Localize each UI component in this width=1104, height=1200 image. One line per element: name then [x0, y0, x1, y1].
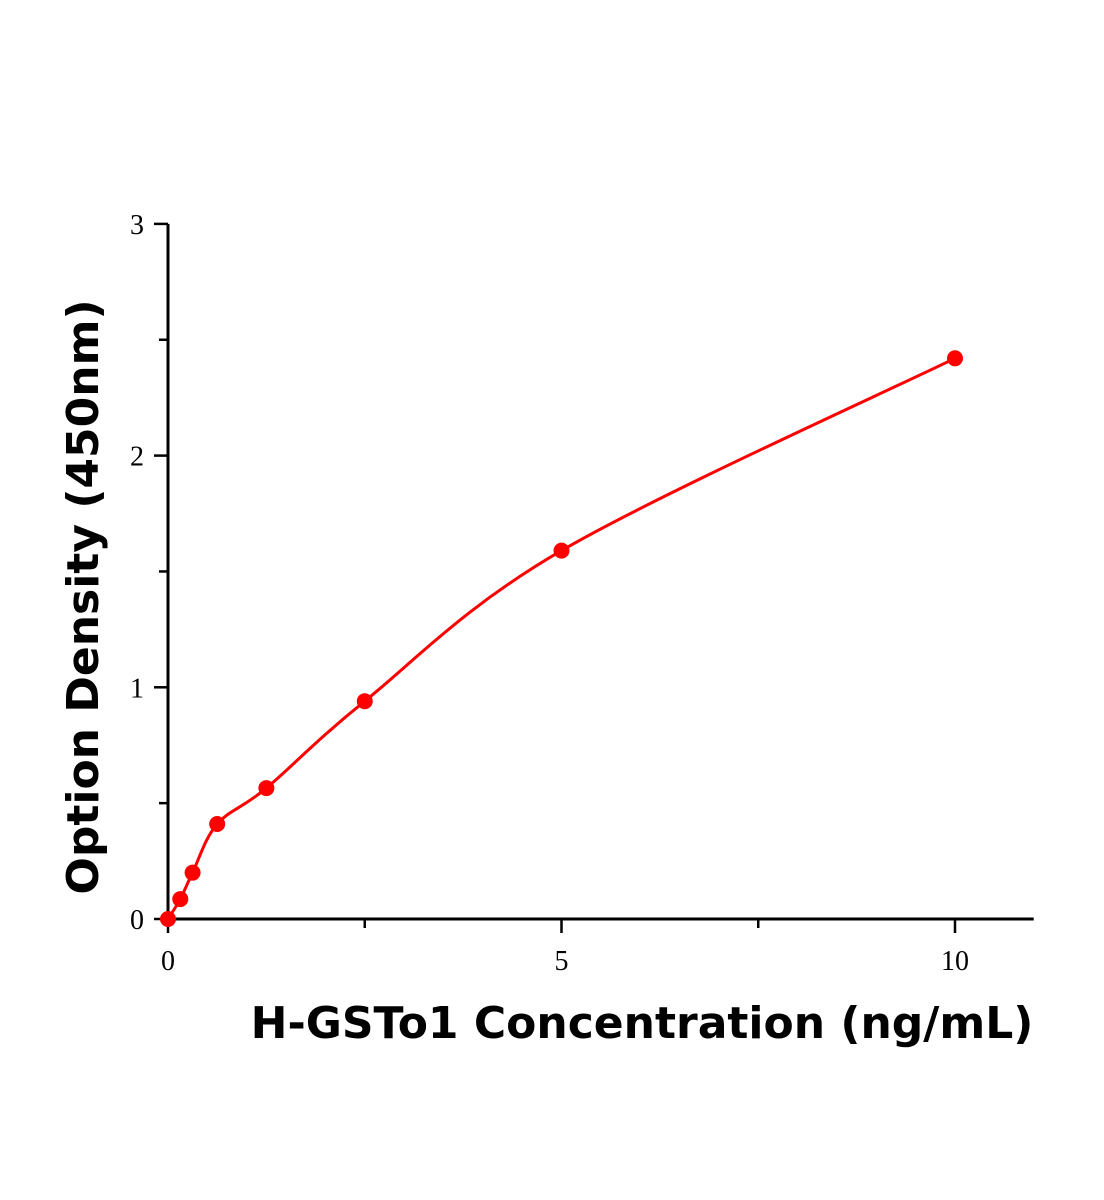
- y-axis-label: Option Density (450nm): [58, 299, 109, 894]
- data-point: [209, 816, 226, 833]
- x-axis-label: H-GSTo1 Concentration (ng/mL): [251, 998, 1034, 1049]
- y-tick-label: 3: [130, 210, 144, 241]
- y-tick-label: 2: [130, 442, 144, 473]
- data-point: [184, 864, 201, 881]
- y-tick-label: 1: [130, 673, 144, 704]
- data-point: [356, 693, 373, 710]
- x-tick-label: 5: [555, 946, 569, 977]
- data-point: [258, 780, 275, 797]
- data-point: [947, 350, 963, 367]
- x-tick-label: 10: [941, 946, 969, 977]
- y-tick-label: 0: [130, 905, 144, 936]
- fit-curve: [166, 356, 956, 920]
- x-tick-label: 0: [161, 946, 175, 977]
- data-point: [172, 891, 189, 908]
- data-point: [160, 911, 176, 927]
- data-point: [553, 542, 570, 559]
